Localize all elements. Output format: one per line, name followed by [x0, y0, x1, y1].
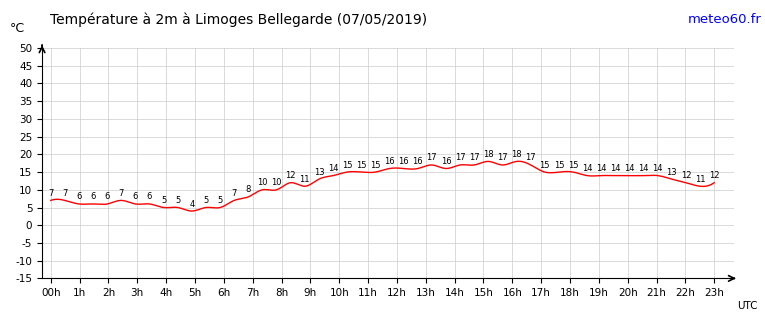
- Text: 7: 7: [48, 189, 54, 198]
- Text: 15: 15: [539, 161, 550, 170]
- Text: 7: 7: [62, 189, 67, 198]
- Text: 12: 12: [285, 171, 296, 180]
- Text: 16: 16: [441, 157, 451, 166]
- Text: 6: 6: [147, 193, 152, 202]
- Text: 10: 10: [272, 178, 282, 187]
- Text: 16: 16: [399, 157, 409, 166]
- Text: 5: 5: [217, 196, 223, 205]
- Text: 16: 16: [412, 157, 423, 166]
- Text: 15: 15: [370, 161, 381, 170]
- Text: 11: 11: [695, 175, 705, 184]
- Text: 17: 17: [427, 154, 437, 163]
- Text: 15: 15: [342, 161, 353, 170]
- Text: 14: 14: [582, 164, 592, 173]
- Text: 6: 6: [105, 193, 110, 202]
- Text: 14: 14: [638, 164, 649, 173]
- Text: 13: 13: [314, 168, 324, 177]
- Text: 14: 14: [624, 164, 635, 173]
- Text: 12: 12: [681, 171, 692, 180]
- Text: 15: 15: [568, 161, 578, 170]
- Text: 6: 6: [90, 193, 96, 202]
- Text: 12: 12: [709, 171, 719, 180]
- Text: 14: 14: [596, 164, 607, 173]
- Text: 7: 7: [232, 189, 237, 198]
- Text: 17: 17: [455, 154, 465, 163]
- Text: 5: 5: [203, 196, 209, 205]
- Text: meteo60.fr: meteo60.fr: [687, 13, 761, 26]
- Text: 16: 16: [384, 157, 395, 166]
- Text: 17: 17: [526, 154, 536, 163]
- Text: 15: 15: [356, 161, 366, 170]
- Text: °C: °C: [10, 22, 25, 36]
- Text: UTC: UTC: [737, 301, 757, 311]
- Text: 10: 10: [257, 178, 268, 187]
- Text: 18: 18: [511, 150, 522, 159]
- Text: 14: 14: [328, 164, 338, 173]
- Text: 14: 14: [653, 164, 663, 173]
- Text: 4: 4: [189, 200, 194, 209]
- Text: 11: 11: [300, 175, 310, 184]
- Text: 5: 5: [161, 196, 166, 205]
- Text: 7: 7: [119, 189, 124, 198]
- Text: 15: 15: [554, 161, 564, 170]
- Text: 14: 14: [610, 164, 620, 173]
- Text: 5: 5: [175, 196, 181, 205]
- Text: 6: 6: [133, 193, 138, 202]
- Text: 6: 6: [76, 193, 82, 202]
- Text: 13: 13: [666, 168, 677, 177]
- Text: 8: 8: [246, 185, 251, 194]
- Text: 17: 17: [469, 154, 480, 163]
- Text: 18: 18: [483, 150, 493, 159]
- Text: Température à 2m à Limoges Bellegarde (07/05/2019): Température à 2m à Limoges Bellegarde (0…: [50, 13, 427, 27]
- Text: 17: 17: [497, 154, 508, 163]
